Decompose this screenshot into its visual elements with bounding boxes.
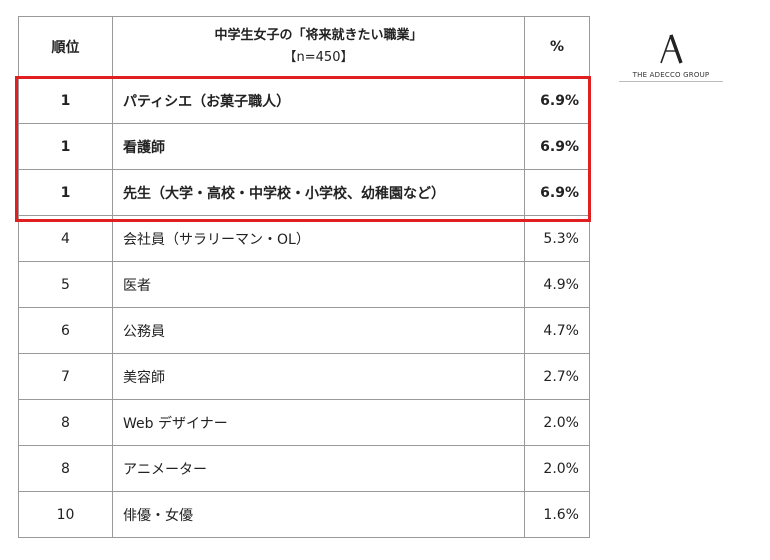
table-row: 5 医者 4.9% — [18, 261, 590, 308]
rank-cell: 1 — [18, 169, 113, 216]
rank-cell: 7 — [18, 353, 113, 400]
job-cell: アニメーター — [112, 445, 525, 492]
rank-cell: 5 — [18, 261, 113, 308]
percent-cell: 1.6% — [524, 491, 590, 538]
rank-cell: 4 — [18, 215, 113, 262]
logo-text: THE ADECCO GROUP — [632, 71, 710, 79]
percent-cell: 6.9% — [524, 123, 590, 170]
rank-cell: 1 — [18, 123, 113, 170]
percent-cell: 6.9% — [524, 169, 590, 216]
job-cell: Web デザイナー — [112, 399, 525, 446]
job-cell: 医者 — [112, 261, 525, 308]
table-row: 1 先生（大学・高校・中学校・小学校、幼稚園など） 6.9% — [18, 169, 590, 216]
logo-divider — [619, 81, 723, 82]
rank-cell: 10 — [18, 491, 113, 538]
table-row: 6 公務員 4.7% — [18, 307, 590, 354]
table-row: 8 アニメーター 2.0% — [18, 445, 590, 492]
table-title: 中学生女子の「将来就きたい職業」 — [214, 28, 423, 43]
job-cell: 会社員（サラリーマン・OL） — [112, 215, 525, 262]
percent-cell: 4.7% — [524, 307, 590, 354]
table-header-row: 順位 中学生女子の「将来就きたい職業」 【n=450】 % — [18, 16, 590, 78]
percent-cell: 6.9% — [524, 77, 590, 124]
job-column-header: 中学生女子の「将来就きたい職業」 【n=450】 — [112, 16, 525, 78]
job-cell: 看護師 — [112, 123, 525, 170]
percent-cell: 2.0% — [524, 399, 590, 446]
adecco-a-icon — [660, 34, 683, 64]
table-row: 7 美容師 2.7% — [18, 353, 590, 400]
table-row: 1 パティシエ（お菓子職人） 6.9% — [18, 77, 590, 124]
company-logo: THE ADECCO GROUP — [619, 34, 723, 82]
table-row: 8 Web デザイナー 2.0% — [18, 399, 590, 446]
job-cell: 公務員 — [112, 307, 525, 354]
table-row: 4 会社員（サラリーマン・OL） 5.3% — [18, 215, 590, 262]
rank-column-header: 順位 — [18, 16, 113, 78]
job-cell: 先生（大学・高校・中学校・小学校、幼稚園など） — [112, 169, 525, 216]
job-cell: パティシエ（お菓子職人） — [112, 77, 525, 124]
table-row: 1 看護師 6.9% — [18, 123, 590, 170]
rank-cell: 6 — [18, 307, 113, 354]
rank-cell: 8 — [18, 399, 113, 446]
percent-column-header: % — [524, 16, 590, 78]
percent-cell: 2.7% — [524, 353, 590, 400]
rank-cell: 1 — [18, 77, 113, 124]
rank-cell: 8 — [18, 445, 113, 492]
job-cell: 俳優・女優 — [112, 491, 525, 538]
percent-cell: 2.0% — [524, 445, 590, 492]
table-row: 10 俳優・女優 1.6% — [18, 491, 590, 538]
percent-cell: 5.3% — [524, 215, 590, 262]
job-cell: 美容師 — [112, 353, 525, 400]
percent-cell: 4.9% — [524, 261, 590, 308]
sample-size: 【n=450】 — [283, 50, 354, 65]
ranking-table: 順位 中学生女子の「将来就きたい職業」 【n=450】 % 1 パティシエ（お菓… — [18, 16, 590, 538]
